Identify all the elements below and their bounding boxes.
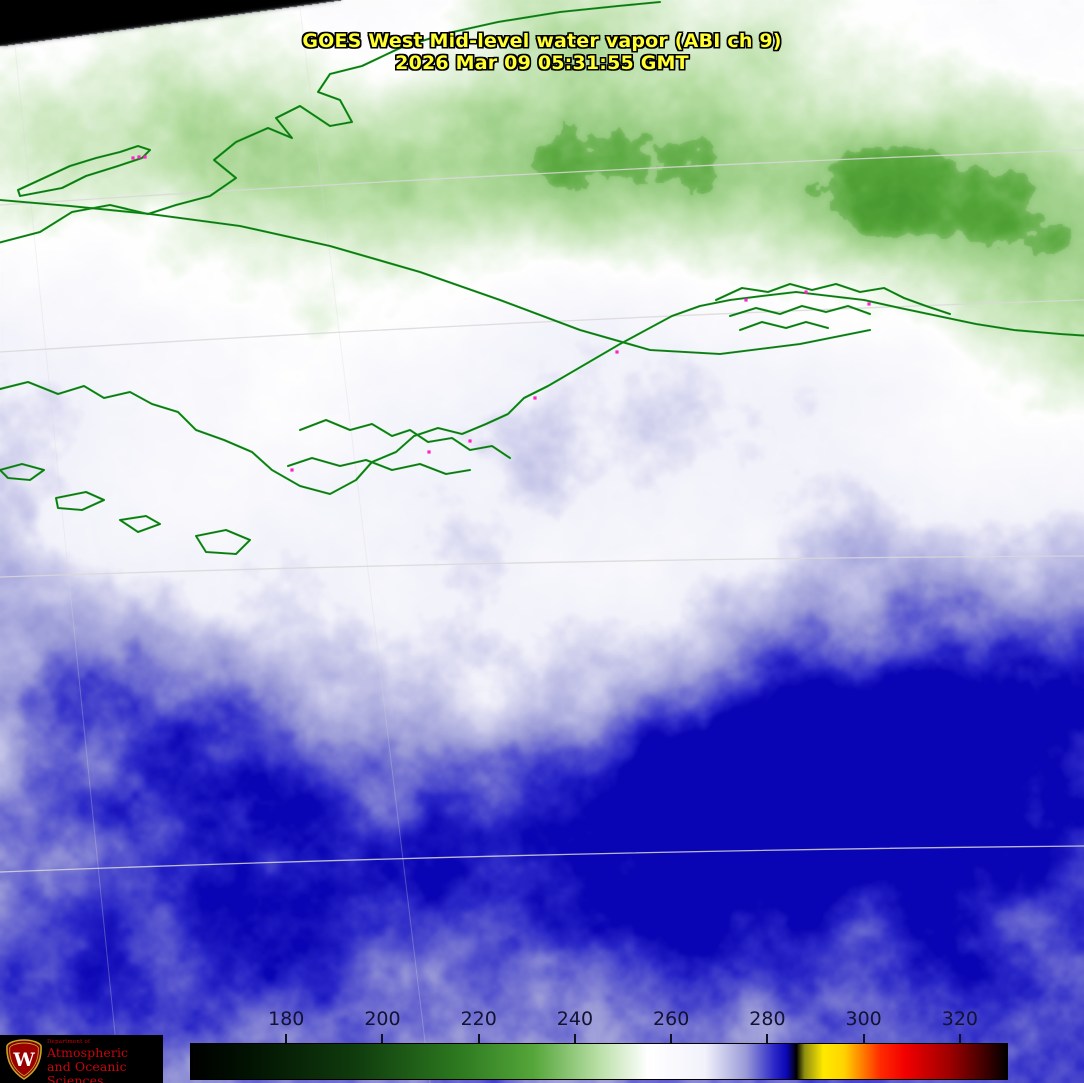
coastline-path [54,490,106,512]
city-marker [427,450,431,454]
colorbar: 180 200 220 240 260 280 300 320 [190,1008,1008,1080]
coastline-path [0,462,46,482]
uw-crest-icon: W [6,1039,42,1080]
colorbar-gradient-bar [190,1043,1008,1080]
coastline-inner-line [55,491,105,511]
coastline-inner-line [0,199,871,355]
colorbar-ticks [190,1034,1008,1043]
city-marker [867,302,871,306]
coastline-inner-line [729,305,871,317]
colorbar-tick-mark [477,1034,480,1043]
colorbar-tick-label: 300 [845,1008,882,1030]
coastline-inner-line [0,291,1084,495]
coastline-path [194,528,252,556]
colorbar-tick-label: 320 [941,1008,979,1030]
city-marker [533,396,537,400]
city-marker [137,155,141,159]
colorbar-tick-label: 180 [268,1008,305,1030]
coastline-path [298,418,512,460]
coastline-path [738,320,830,332]
colorbar-tick-mark [285,1034,288,1043]
colorbar-tick-label: 220 [460,1008,497,1030]
coastline-inner-line [17,145,151,197]
logo-line-2: and Oceanic Sciences [47,1059,127,1083]
gridline-latitude [0,555,1084,578]
coastline-path [286,456,472,476]
colorbar-tick-mark [573,1034,576,1043]
colorbar-tick-label: 280 [749,1008,786,1030]
coastline-inner-line [739,321,829,331]
city-marker [468,439,472,443]
colorbar-tick-mark [670,1034,673,1043]
coastline-inner-line [715,283,951,315]
coastline-layer [0,0,1084,556]
city-marker [143,155,147,159]
city-marker [744,298,748,302]
colorbar-tick-label: 200 [364,1008,401,1030]
coastline-inner-line [0,463,45,481]
city-marker [615,350,619,354]
logo-department-prefix: Department of [47,1039,91,1045]
gridline-latitude [0,845,1084,873]
gridline-longitude [14,45,121,1083]
city-marker [804,290,808,294]
colorbar-tick-mark [766,1034,769,1043]
logo-line-1: Atmospheric [47,1045,129,1060]
colorbar-gradient [191,1044,1007,1079]
colorbar-tick-label: 240 [556,1008,594,1030]
gridline-latitude [0,149,1084,206]
coastline-inner-line [119,515,161,533]
coastline-path [16,144,152,198]
svg-text:W: W [12,1049,35,1071]
uw-aos-logo: W Department of Atmospheric and Oceanic … [0,1035,163,1083]
city-marker [290,468,294,472]
colorbar-tick-mark [958,1034,961,1043]
logo-text-block: Department of Atmospheric and Oceanic Sc… [47,1039,161,1083]
coastline-inner-line [0,1,661,243]
coastline-inner-line [299,419,511,459]
colorbar-tick-mark [862,1034,865,1043]
colorbar-tick-label: 260 [653,1008,690,1030]
coastline-inner-line [287,457,471,475]
colorbar-tick-labels: 180 200 220 240 260 280 300 320 [190,1008,1008,1038]
coastline-inner-line [195,529,251,555]
gridline-latitude [0,299,1084,353]
city-marker-layer [131,155,871,472]
city-marker [131,156,135,160]
colorbar-tick-mark [381,1034,384,1043]
gridline-longitude [299,7,431,1083]
